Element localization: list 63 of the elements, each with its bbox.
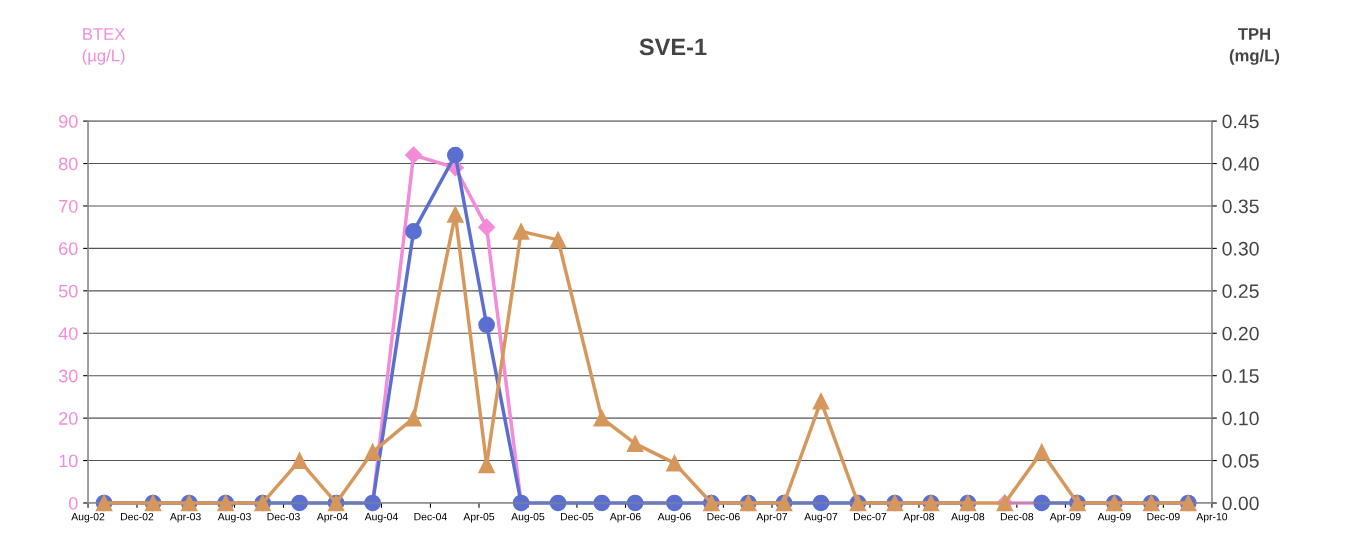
y2-tick-label: 0.20 xyxy=(1222,326,1259,341)
x-tick-label: Dec-06 xyxy=(707,512,740,521)
x-tick-label: Dec-07 xyxy=(854,512,887,521)
y2-tick-label: 0.15 xyxy=(1222,369,1259,383)
point xyxy=(364,443,381,461)
x-tick-label: Dec-02 xyxy=(121,512,154,521)
point xyxy=(593,409,611,427)
y-tick-label: 80 xyxy=(59,157,78,171)
x-tick-label: Apr-04 xyxy=(316,512,348,523)
x-tick-label: Apr-05 xyxy=(463,512,495,523)
x-tick-label: Apr-08 xyxy=(903,512,935,523)
point xyxy=(405,146,423,164)
x-tick-label: Aug-05 xyxy=(511,512,545,523)
x-tick-label: Dec-03 xyxy=(267,512,300,521)
y-tick-label: 20 xyxy=(59,412,78,425)
x-tick-label: Dec-04 xyxy=(414,512,447,521)
y-tick-label: 10 xyxy=(59,454,78,468)
point xyxy=(446,146,464,164)
y2-tick-label: 0.10 xyxy=(1222,411,1259,426)
point xyxy=(626,435,644,452)
x-tick-label: Apr-09 xyxy=(1049,512,1081,523)
x-tick-label: Apr-07 xyxy=(756,512,788,523)
point xyxy=(478,316,495,334)
y2-tick-label: 0.00 xyxy=(1222,496,1259,511)
x-tick-label: Aug-08 xyxy=(951,512,985,523)
y-tick-label: 60 xyxy=(59,242,78,256)
y-tick-label: 50 xyxy=(58,284,78,298)
x-tick-label: Aug-09 xyxy=(1097,512,1131,523)
x-tick-label: Dec-08 xyxy=(1000,512,1034,521)
x-tick-label: Apr-06 xyxy=(609,512,641,523)
x-tick-label: Apr-10 xyxy=(1196,512,1228,523)
y2-tick-label: 0.35 xyxy=(1222,199,1259,214)
point xyxy=(405,409,422,427)
point xyxy=(291,452,308,469)
y-axis-title: BTEX (µg/L) xyxy=(82,28,126,65)
y2-tick-label: 0.25 xyxy=(1222,284,1259,299)
y-tick-label: 30 xyxy=(58,369,78,383)
x-tick-label: Apr-03 xyxy=(169,512,201,523)
point xyxy=(1033,443,1051,461)
x-tick-label: Aug-02 xyxy=(71,512,105,523)
y2-tick-label: 0.30 xyxy=(1222,241,1259,256)
point xyxy=(446,206,464,223)
x-tick-label: Dec-09 xyxy=(1147,512,1180,521)
y-tick-label: 0 xyxy=(68,496,78,510)
y2-axis-title: TPH (mg/L) xyxy=(1229,28,1280,65)
chart-title: SVE-1 xyxy=(639,38,707,56)
y2-tick-label: 0.40 xyxy=(1222,156,1259,171)
x-tick-label: Aug-07 xyxy=(804,512,838,523)
x-tick-label: Dec-05 xyxy=(560,512,594,521)
point xyxy=(549,231,567,249)
point xyxy=(666,454,683,472)
y-tick-label: 40 xyxy=(58,327,78,340)
y-tick-label: 70 xyxy=(59,199,78,213)
point xyxy=(812,392,830,410)
x-tick-label: Aug-06 xyxy=(657,512,691,523)
y2-tick-label: 0.45 xyxy=(1222,114,1259,129)
point xyxy=(405,223,422,240)
y2-tick-label: 0.05 xyxy=(1222,454,1259,468)
y-tick-label: 90 xyxy=(59,115,78,128)
x-tick-label: Aug-03 xyxy=(217,512,251,523)
point xyxy=(512,223,530,240)
point xyxy=(478,218,496,236)
x-tick-label: Aug-04 xyxy=(364,512,398,523)
